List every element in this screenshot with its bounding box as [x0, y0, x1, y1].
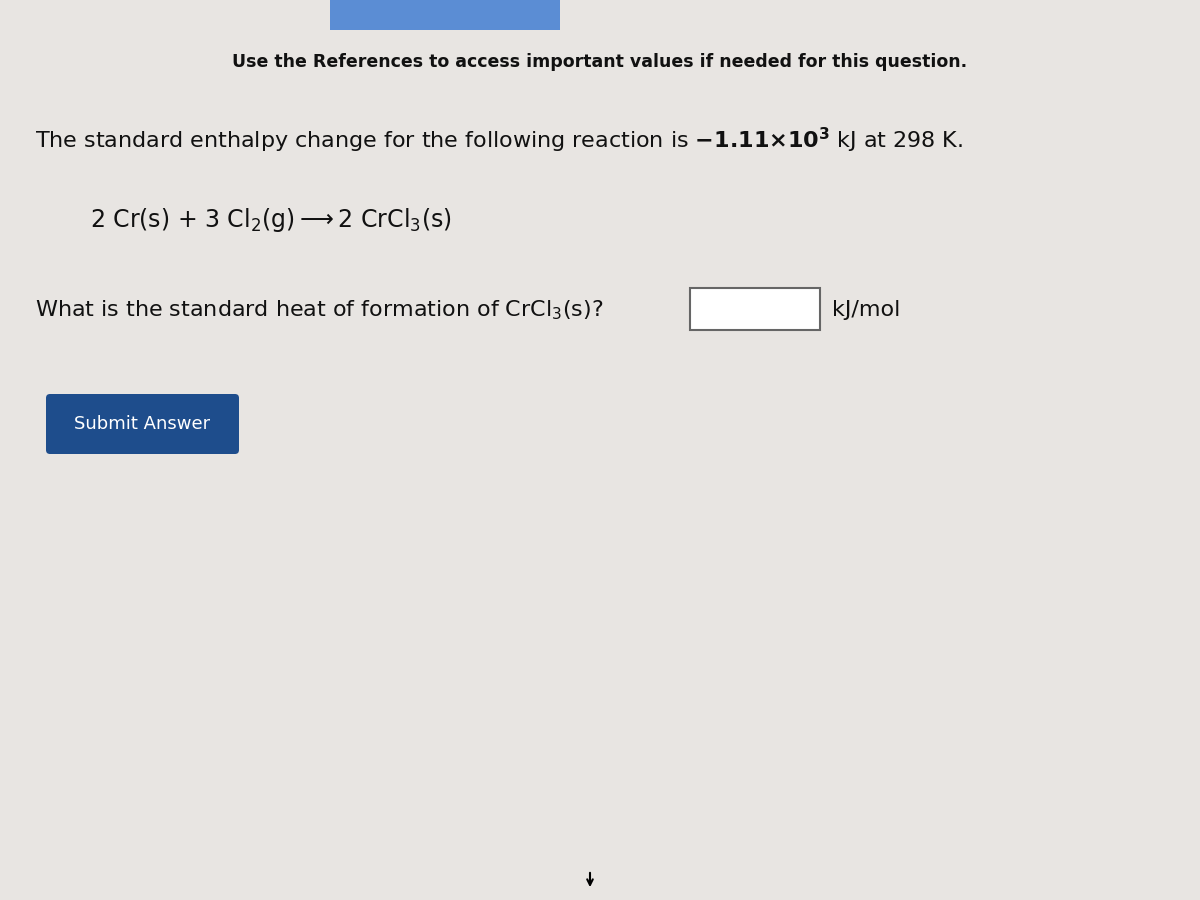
- Text: 2 Cr(s) + 3 Cl$_2$(g)$\longrightarrow$2 CrCl$_3$(s): 2 Cr(s) + 3 Cl$_2$(g)$\longrightarrow$2 …: [90, 206, 451, 234]
- Text: What is the standard heat of formation of CrCl$_3$(s)?: What is the standard heat of formation o…: [35, 298, 604, 322]
- FancyBboxPatch shape: [46, 394, 239, 454]
- Bar: [330, 0, 560, 30]
- Bar: [690, 288, 820, 330]
- Text: The standard enthalpy change for the following reaction is $\mathbf{-1.11{\times: The standard enthalpy change for the fol…: [35, 125, 964, 155]
- Text: Submit Answer: Submit Answer: [74, 415, 210, 433]
- Text: Use the References to access important values if needed for this question.: Use the References to access important v…: [233, 53, 967, 71]
- Text: kJ/mol: kJ/mol: [832, 300, 900, 320]
